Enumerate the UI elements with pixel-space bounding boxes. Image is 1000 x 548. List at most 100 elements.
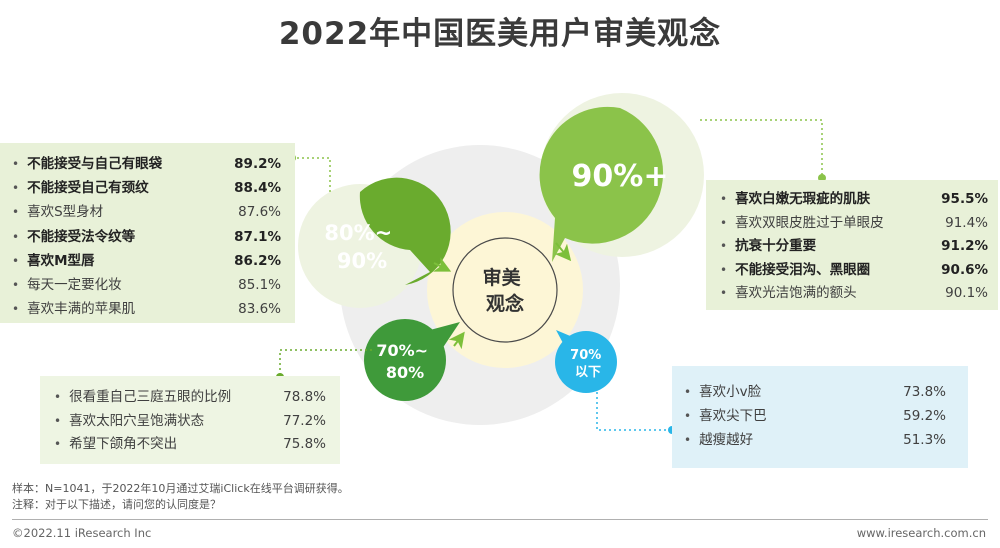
item-value: 87.6% [238, 204, 281, 221]
list-item: • 每天一定要化妆 85.1% [12, 273, 281, 297]
center-label: 审美 观念 [483, 266, 528, 315]
item-value: 91.4% [945, 214, 988, 231]
item-value: 89.2% [234, 156, 281, 172]
item-value: 51.3% [903, 432, 946, 448]
panel-below70: • 喜欢小v脸 73.8% • 喜欢尖下巴 59.2% • 越瘦越好 51.3% [672, 366, 968, 468]
bullet-icon: • [684, 433, 692, 447]
sample-note: 样本：N=1041，于2022年10月通过艾瑞iClick在线平台调研获得。 [12, 482, 349, 495]
list-item: • 希望下颌角不突出 75.8% [54, 433, 326, 457]
item-label: 不能接受泪沟、黑眼圈 [735, 261, 871, 278]
list-item: • 喜欢尖下巴 59.2% [684, 404, 946, 428]
panel-70-80: • 很看重自己三庭五眼的比例 78.8% • 喜欢太阳穴呈饱满状态 77.2% • 希望下颌角… [40, 376, 340, 464]
footer-divider [12, 519, 988, 520]
list-item: • 喜欢小v脸 73.8% [684, 380, 946, 404]
range-label-below70: 70% 以下 [570, 348, 606, 380]
bullet-icon: • [12, 205, 20, 220]
bullet-icon: • [720, 192, 728, 206]
list-item: • 喜欢S型身材 87.6% [12, 200, 281, 224]
item-label: 不能接受法令纹等 [27, 228, 136, 245]
connector-90plus [700, 119, 823, 176]
item-label: 希望下颌角不突出 [69, 436, 178, 452]
range-label-80-90: 80%~ 90% [324, 221, 399, 273]
list-70-80: • 很看重自己三庭五眼的比例 78.8% • 喜欢太阳穴呈饱满状态 77.2% • 希望下颌角… [54, 386, 326, 457]
bullet-icon: • [12, 229, 20, 244]
item-label: 喜欢M型唇 [27, 252, 95, 269]
item-label: 喜欢尖下巴 [699, 408, 767, 424]
list-item: • 不能接受泪沟、黑眼圈 90.6% [720, 259, 988, 283]
list-item: • 不能接受与自己有眼袋 89.2% [12, 152, 281, 176]
bullet-icon: • [54, 413, 62, 428]
blob-70-80-tip [430, 322, 460, 352]
bullet-icon: • [12, 302, 20, 317]
item-value: 91.2% [941, 238, 988, 255]
list-item: • 越瘦越好 51.3% [684, 428, 946, 452]
page-title: 2022年中国医美用户审美观念 [278, 16, 722, 52]
center-circle [427, 212, 583, 368]
list-item: • 抗衰十分重要 91.2% [720, 235, 988, 259]
item-label: 很看重自己三庭五眼的比例 [69, 389, 232, 405]
item-value: 86.2% [234, 252, 281, 269]
item-label: 越瘦越好 [699, 432, 754, 448]
bullet-icon: • [12, 278, 20, 293]
bullet-icon: • [54, 437, 62, 451]
footer-copyright: ©2022.11 iResearch Inc [12, 526, 152, 540]
bullet-icon: • [684, 409, 692, 423]
list-item: • 很看重自己三庭五眼的比例 78.8% [54, 386, 326, 410]
bullet-icon: • [684, 385, 692, 399]
arrow-below70 [559, 333, 569, 339]
bullet-icon: • [720, 262, 728, 277]
item-label: 抗衰十分重要 [735, 238, 817, 255]
item-label: 不能接受自己有颈纹 [27, 180, 149, 197]
item-label: 喜欢光洁饱满的额头 [735, 285, 857, 302]
panel-90plus: • 喜欢白嫩无瑕疵的肌肤 95.5% • 喜欢双眼皮胜过于单眼皮 91.4% • 抗衰十分重要… [706, 180, 998, 310]
bullet-icon: • [54, 390, 62, 404]
footer-website: www.iresearch.com.cn [856, 526, 986, 540]
item-label: 喜欢S型身材 [27, 204, 104, 221]
item-value: 77.2% [283, 412, 326, 429]
question-note: 注释：对于以下描述，请问您的认同度是？ [12, 498, 221, 511]
list-item: • 喜欢M型唇 86.2% [12, 249, 281, 273]
connector-below70 [596, 392, 672, 431]
list-90plus: • 喜欢白嫩无瑕疵的肌肤 95.5% • 喜欢双眼皮胜过于单眼皮 91.4% • 抗衰十分重要… [720, 188, 988, 306]
bullet-icon: • [12, 253, 20, 268]
list-item: • 喜欢太阳穴呈饱满状态 77.2% [54, 410, 326, 434]
list-below70: • 喜欢小v脸 73.8% • 喜欢尖下巴 59.2% • 越瘦越好 51.3% [684, 380, 946, 452]
item-label: 不能接受与自己有眼袋 [27, 156, 163, 172]
item-value: 90.1% [945, 285, 988, 302]
item-value: 87.1% [234, 228, 281, 245]
bullet-icon: • [12, 157, 20, 171]
blob-90plus [539, 106, 664, 262]
item-value: 85.1% [238, 277, 281, 294]
item-value: 78.8% [283, 389, 326, 405]
bullet-icon: • [720, 286, 728, 301]
item-value: 90.6% [941, 261, 988, 278]
item-value: 88.4% [234, 180, 281, 197]
blob-below70 [555, 331, 617, 393]
bullet-icon: • [12, 181, 20, 196]
item-label: 喜欢太阳穴呈饱满状态 [69, 412, 205, 429]
item-label: 每天一定要化妆 [27, 277, 122, 294]
list-item: • 喜欢双眼皮胜过于单眼皮 91.4% [720, 212, 988, 236]
range-label-90plus: 90%+ [572, 159, 669, 194]
center-inner-ring [452, 237, 558, 343]
arrow-bottom [448, 331, 465, 350]
item-label: 喜欢小v脸 [699, 384, 762, 400]
item-label: 喜欢白嫩无瑕疵的肌肤 [735, 191, 871, 207]
item-label: 喜欢双眼皮胜过于单眼皮 [735, 214, 884, 231]
list-80-90: • 不能接受与自己有眼袋 89.2% • 不能接受自己有颈纹 88.4% • 喜欢S型身材 87… [12, 152, 281, 321]
list-item: • 喜欢丰满的苹果肌 83.6% [12, 297, 281, 321]
list-item: • 不能接受法令纹等 87.1% [12, 225, 281, 249]
item-value: 83.6% [238, 301, 281, 318]
connector-80-90 [292, 157, 331, 192]
list-item: • 喜欢白嫩无瑕疵的肌肤 95.5% [720, 188, 988, 212]
arrow-right [554, 242, 572, 262]
item-value: 59.2% [903, 408, 946, 424]
connector-70-80 [279, 349, 372, 375]
item-value: 75.8% [283, 436, 326, 452]
list-item: • 喜欢光洁饱满的额头 90.1% [720, 282, 988, 306]
item-value: 73.8% [903, 384, 946, 400]
item-label: 喜欢丰满的苹果肌 [27, 301, 136, 318]
bullet-icon: • [720, 239, 728, 254]
bullet-icon: • [720, 215, 728, 230]
